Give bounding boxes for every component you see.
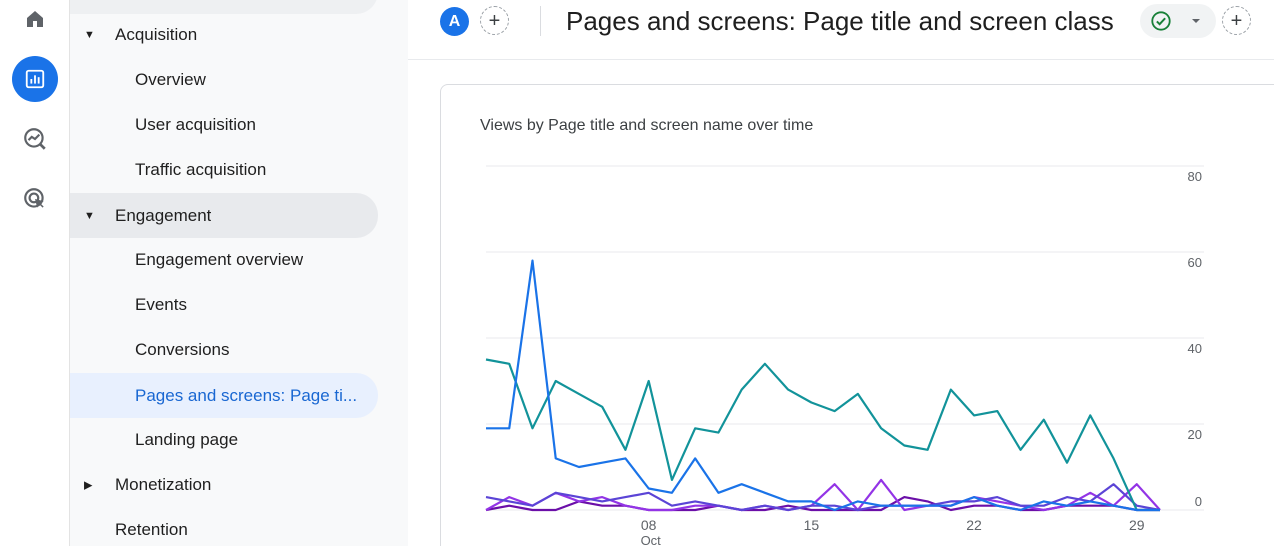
comparison-avatar[interactable]: A — [440, 7, 469, 36]
reports-nav: ▼ Acquisition Overview User acquisition … — [70, 0, 408, 546]
nav-previous-item[interactable] — [70, 0, 378, 14]
reports-icon[interactable] — [12, 56, 58, 102]
caret-right-icon: ▶ — [84, 479, 93, 491]
y-tick-label: 60 — [1188, 255, 1202, 270]
x-tick-label: 29 — [1129, 517, 1145, 533]
x-tick-sublabel: Oct — [641, 533, 662, 546]
page-title: Pages and screens: Page title and screen… — [566, 6, 1114, 36]
icon-rail — [0, 0, 70, 546]
y-tick-label: 20 — [1188, 427, 1202, 442]
nav-section-engagement[interactable]: ▼ Engagement — [70, 193, 378, 238]
y-tick-label: 40 — [1188, 341, 1202, 356]
header-divider — [540, 6, 541, 36]
y-tick-label: 0 — [1195, 494, 1202, 509]
advertising-icon[interactable] — [12, 176, 58, 222]
chevron-down-icon — [1192, 19, 1200, 23]
nav-section-monetization[interactable]: ▶ Monetization — [70, 462, 378, 507]
caret-down-icon: ▼ — [84, 28, 95, 41]
check-circle-icon — [1151, 11, 1171, 31]
chart-card — [440, 84, 1274, 546]
nav-item-pages-and-screens[interactable]: Pages and screens: Page ti... — [70, 373, 378, 418]
report-header: A + Pages and screens: Page title and sc… — [408, 0, 1274, 60]
add-filter-button[interactable]: + — [1222, 6, 1251, 35]
x-tick-label: 22 — [966, 517, 982, 533]
add-comparison-button[interactable]: + — [480, 6, 509, 35]
home-icon[interactable] — [12, 0, 58, 42]
chart-title: Views by Page title and screen name over… — [480, 117, 814, 134]
report-status-dropdown[interactable] — [1140, 4, 1216, 38]
y-tick-label: 80 — [1188, 169, 1202, 184]
explore-icon[interactable] — [12, 116, 58, 162]
series-line[interactable] — [486, 259, 1160, 512]
plus-icon: + — [488, 9, 501, 32]
x-tick-label: 15 — [804, 517, 820, 533]
series-line[interactable] — [485, 478, 1161, 512]
x-tick-label: 08 — [641, 517, 657, 533]
plus-icon: + — [1230, 9, 1243, 32]
series-line[interactable] — [485, 358, 1160, 512]
nav-section-acquisition[interactable]: ▼ Acquisition — [70, 12, 378, 57]
caret-down-icon: ▼ — [84, 209, 95, 222]
